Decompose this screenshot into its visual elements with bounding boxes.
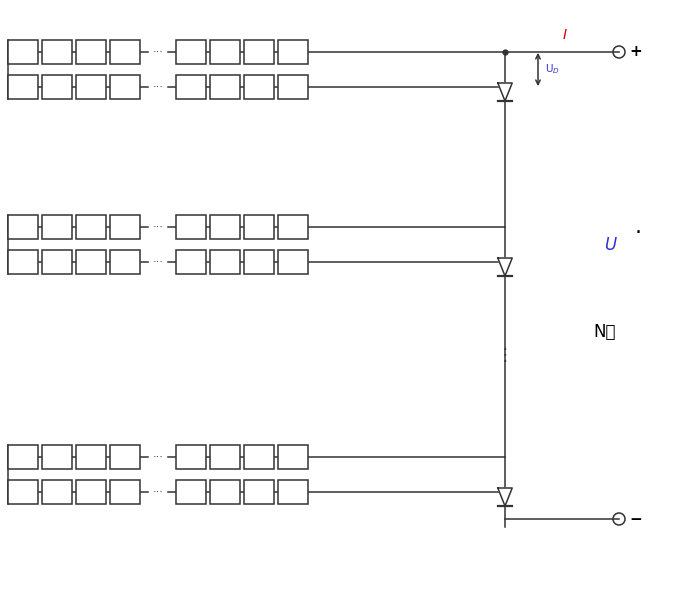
Bar — [278, 40, 308, 64]
Bar — [176, 250, 206, 274]
Bar — [42, 250, 72, 274]
Bar — [176, 445, 206, 469]
Bar — [42, 215, 72, 239]
Bar — [110, 250, 140, 274]
Bar — [210, 445, 240, 469]
Bar — [278, 75, 308, 99]
Bar — [110, 40, 140, 64]
Bar — [8, 480, 38, 504]
Polygon shape — [498, 83, 512, 101]
Text: N个: N个 — [594, 323, 616, 341]
Bar — [210, 75, 240, 99]
Text: U$_D$: U$_D$ — [545, 63, 560, 76]
Text: U: U — [604, 236, 616, 254]
Bar — [8, 40, 38, 64]
Bar — [76, 480, 106, 504]
Bar — [76, 75, 106, 99]
Bar — [244, 480, 274, 504]
Text: ·: · — [635, 223, 642, 243]
Bar — [176, 75, 206, 99]
Bar — [76, 40, 106, 64]
Bar — [278, 480, 308, 504]
Bar — [210, 480, 240, 504]
Bar — [244, 75, 274, 99]
Bar — [110, 75, 140, 99]
Bar — [176, 480, 206, 504]
Polygon shape — [498, 258, 512, 276]
Bar — [110, 215, 140, 239]
Bar — [278, 215, 308, 239]
Bar — [8, 250, 38, 274]
Bar — [244, 40, 274, 64]
Bar — [244, 250, 274, 274]
Bar — [42, 480, 72, 504]
Text: ···: ··· — [152, 487, 164, 497]
Bar — [42, 445, 72, 469]
Text: ···: ··· — [152, 82, 164, 92]
Bar — [76, 215, 106, 239]
Bar — [176, 215, 206, 239]
Bar — [278, 445, 308, 469]
Bar — [210, 40, 240, 64]
Bar — [278, 250, 308, 274]
Bar — [244, 445, 274, 469]
Text: ⋮: ⋮ — [497, 346, 514, 364]
Text: ···: ··· — [152, 452, 164, 462]
Bar — [210, 215, 240, 239]
Bar — [176, 40, 206, 64]
Text: −: − — [629, 512, 642, 527]
Bar — [8, 445, 38, 469]
Bar — [42, 40, 72, 64]
Polygon shape — [498, 488, 512, 506]
Text: ···: ··· — [152, 47, 164, 57]
Bar — [110, 445, 140, 469]
Bar — [8, 215, 38, 239]
Bar — [42, 75, 72, 99]
Text: +: + — [629, 45, 642, 60]
Bar — [8, 75, 38, 99]
Text: ···: ··· — [152, 257, 164, 267]
Bar — [110, 480, 140, 504]
Text: ···: ··· — [152, 222, 164, 232]
Bar — [76, 445, 106, 469]
Bar — [76, 250, 106, 274]
Bar — [210, 250, 240, 274]
Text: I: I — [563, 28, 567, 42]
Bar — [244, 215, 274, 239]
